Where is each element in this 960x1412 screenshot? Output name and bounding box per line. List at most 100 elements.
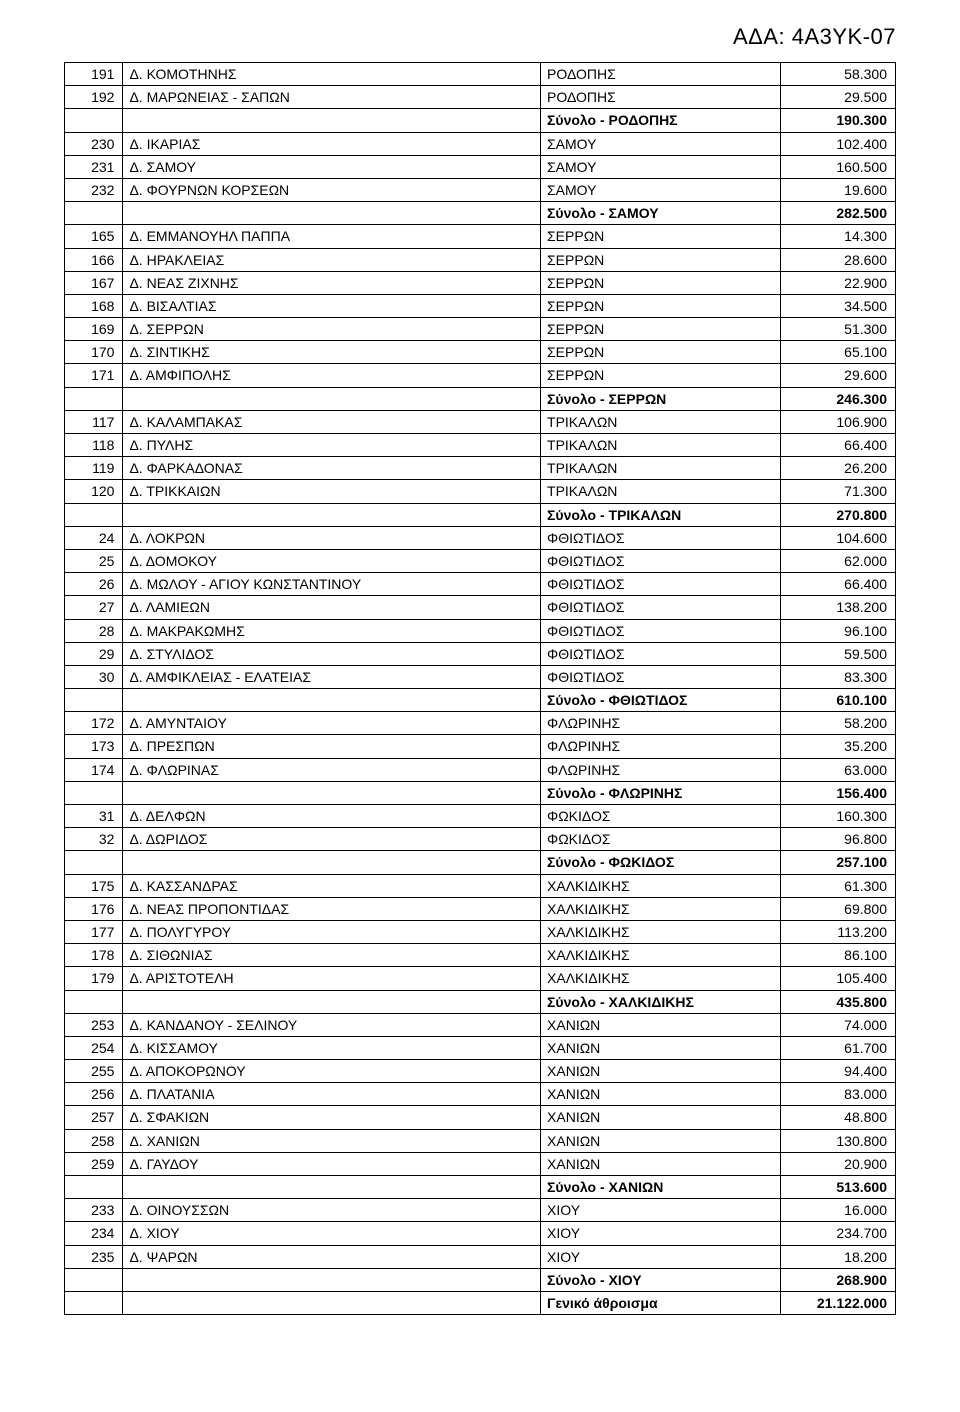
row-name: Δ. ΣΙΘΩΝΙΑΣ xyxy=(123,944,541,967)
table-row: 173Δ. ΠΡΕΣΠΩΝΦΛΩΡΙΝΗΣ35.200 xyxy=(65,735,896,758)
row-name: Δ. ΔΕΛΦΩΝ xyxy=(123,805,541,828)
row-region: ΤΡΙΚΑΛΩΝ xyxy=(541,457,781,480)
row-region: ΧΑΝΙΩΝ xyxy=(541,1013,781,1036)
row-number: 173 xyxy=(65,735,123,758)
row-region: ΧΑΛΚΙΔΙΚΗΣ xyxy=(541,897,781,920)
page: ΑΔΑ: 4Α3ΥΚ-07 191Δ. ΚΟΜΟΤΗΝΗΣΡΟΔΟΠΗΣ58.3… xyxy=(0,0,960,1363)
row-region: ΤΡΙΚΑΛΩΝ xyxy=(541,410,781,433)
row-number: 27 xyxy=(65,596,123,619)
row-number: 177 xyxy=(65,920,123,943)
row-region: ΧΑΝΙΩΝ xyxy=(541,1083,781,1106)
row-number xyxy=(65,503,123,526)
row-number: 172 xyxy=(65,712,123,735)
row-value: 35.200 xyxy=(781,735,896,758)
row-region: ΧΙΟΥ xyxy=(541,1245,781,1268)
table-row: Σύνολο - ΦΛΩΡΙΝΗΣ156.400 xyxy=(65,781,896,804)
row-value: 105.400 xyxy=(781,967,896,990)
row-number xyxy=(65,202,123,225)
table-row: 118Δ. ΠΥΛΗΣΤΡΙΚΑΛΩΝ66.400 xyxy=(65,434,896,457)
row-name: Δ. ΑΡΙΣΤΟΤΕΛΗ xyxy=(123,967,541,990)
row-region: ΧΑΛΚΙΔΙΚΗΣ xyxy=(541,967,781,990)
table-row: 28Δ. ΜΑΚΡΑΚΩΜΗΣΦΘΙΩΤΙΔΟΣ96.100 xyxy=(65,619,896,642)
row-value: 69.800 xyxy=(781,897,896,920)
row-region: Γενικό άθροισμα xyxy=(541,1291,781,1314)
row-number: 234 xyxy=(65,1222,123,1245)
row-name: Δ. ΧΙΟΥ xyxy=(123,1222,541,1245)
table-row: 178Δ. ΣΙΘΩΝΙΑΣΧΑΛΚΙΔΙΚΗΣ86.100 xyxy=(65,944,896,967)
row-value: 51.300 xyxy=(781,318,896,341)
row-region: Σύνολο - ΡΟΔΟΠΗΣ xyxy=(541,109,781,132)
row-name xyxy=(123,1268,541,1291)
row-number: 235 xyxy=(65,1245,123,1268)
table-row: 24Δ. ΛΟΚΡΩΝΦΘΙΩΤΙΔΟΣ104.600 xyxy=(65,526,896,549)
table-row: 191Δ. ΚΟΜΟΤΗΝΗΣΡΟΔΟΠΗΣ58.300 xyxy=(65,63,896,86)
row-region: ΣΑΜΟΥ xyxy=(541,155,781,178)
row-value: 58.300 xyxy=(781,63,896,86)
row-value: 86.100 xyxy=(781,944,896,967)
row-name xyxy=(123,387,541,410)
row-number xyxy=(65,1291,123,1314)
row-value: 96.100 xyxy=(781,619,896,642)
row-region: Σύνολο - ΧΑΝΙΩΝ xyxy=(541,1176,781,1199)
table-row: 166Δ. ΗΡΑΚΛΕΙΑΣΣΕΡΡΩΝ28.600 xyxy=(65,248,896,271)
row-name: Δ. ΜΑΚΡΑΚΩΜΗΣ xyxy=(123,619,541,642)
row-region: ΦΛΩΡΙΝΗΣ xyxy=(541,712,781,735)
row-value: 270.800 xyxy=(781,503,896,526)
row-name: Δ. ΜΩΛΟΥ - ΑΓΙΟΥ ΚΩΝΣΤΑΝΤΙΝΟΥ xyxy=(123,573,541,596)
row-region: ΦΘΙΩΤΙΔΟΣ xyxy=(541,526,781,549)
table-row: 177Δ. ΠΟΛΥΓΥΡΟΥΧΑΛΚΙΔΙΚΗΣ113.200 xyxy=(65,920,896,943)
row-name: Δ. ΚΑΣΣΑΝΔΡΑΣ xyxy=(123,874,541,897)
row-value: 257.100 xyxy=(781,851,896,874)
row-number: 32 xyxy=(65,828,123,851)
row-name xyxy=(123,503,541,526)
row-name: Δ. ΝΕΑΣ ΖΙΧΝΗΣ xyxy=(123,271,541,294)
row-number: 30 xyxy=(65,665,123,688)
table-row: 120Δ. ΤΡΙΚΚΑΙΩΝΤΡΙΚΑΛΩΝ71.300 xyxy=(65,480,896,503)
table-row: 31Δ. ΔΕΛΦΩΝΦΩΚΙΔΟΣ160.300 xyxy=(65,805,896,828)
table-row: 254Δ. ΚΙΣΣΑΜΟΥΧΑΝΙΩΝ61.700 xyxy=(65,1036,896,1059)
row-number: 258 xyxy=(65,1129,123,1152)
row-value: 58.200 xyxy=(781,712,896,735)
table-row: Γενικό άθροισμα21.122.000 xyxy=(65,1291,896,1314)
row-region: ΦΘΙΩΤΙΔΟΣ xyxy=(541,549,781,572)
table-row: 32Δ. ΔΩΡΙΔΟΣΦΩΚΙΔΟΣ96.800 xyxy=(65,828,896,851)
row-number: 174 xyxy=(65,758,123,781)
row-region: Σύνολο - ΦΘΙΩΤΙΔΟΣ xyxy=(541,689,781,712)
table-row: 230Δ. ΙΚΑΡΙΑΣΣΑΜΟΥ102.400 xyxy=(65,132,896,155)
row-name xyxy=(123,202,541,225)
table-row: 174Δ. ΦΛΩΡΙΝΑΣΦΛΩΡΙΝΗΣ63.000 xyxy=(65,758,896,781)
row-region: Σύνολο - ΣΕΡΡΩΝ xyxy=(541,387,781,410)
table-row: 231Δ. ΣΑΜΟΥΣΑΜΟΥ160.500 xyxy=(65,155,896,178)
row-region: ΧΑΝΙΩΝ xyxy=(541,1152,781,1175)
row-name: Δ. ΚΑΛΑΜΠΑΚΑΣ xyxy=(123,410,541,433)
row-region: ΦΘΙΩΤΙΔΟΣ xyxy=(541,596,781,619)
row-number: 119 xyxy=(65,457,123,480)
row-region: Σύνολο - ΦΛΩΡΙΝΗΣ xyxy=(541,781,781,804)
row-value: 234.700 xyxy=(781,1222,896,1245)
row-name: Δ. ΤΡΙΚΚΑΙΩΝ xyxy=(123,480,541,503)
row-number: 31 xyxy=(65,805,123,828)
row-value: 83.000 xyxy=(781,1083,896,1106)
row-value: 18.200 xyxy=(781,1245,896,1268)
row-region: ΣΕΡΡΩΝ xyxy=(541,318,781,341)
row-value: 59.500 xyxy=(781,642,896,665)
table-row: 27Δ. ΛΑΜΙΕΩΝΦΘΙΩΤΙΔΟΣ138.200 xyxy=(65,596,896,619)
row-value: 83.300 xyxy=(781,665,896,688)
row-value: 435.800 xyxy=(781,990,896,1013)
table-row: Σύνολο - ΧΑΛΚΙΔΙΚΗΣ435.800 xyxy=(65,990,896,1013)
row-name: Δ. ΔΟΜΟΚΟΥ xyxy=(123,549,541,572)
row-name xyxy=(123,851,541,874)
table-row: 171Δ. ΑΜΦΙΠΟΛΗΣΣΕΡΡΩΝ29.600 xyxy=(65,364,896,387)
row-region: ΦΘΙΩΤΙΔΟΣ xyxy=(541,573,781,596)
row-value: 28.600 xyxy=(781,248,896,271)
table-row: 255Δ. ΑΠΟΚΟΡΩΝΟΥΧΑΝΙΩΝ94.400 xyxy=(65,1060,896,1083)
row-number: 165 xyxy=(65,225,123,248)
row-value: 62.000 xyxy=(781,549,896,572)
row-value: 96.800 xyxy=(781,828,896,851)
row-number: 191 xyxy=(65,63,123,86)
row-region: ΦΘΙΩΤΙΔΟΣ xyxy=(541,642,781,665)
row-value: 106.900 xyxy=(781,410,896,433)
table-row: 179Δ. ΑΡΙΣΤΟΤΕΛΗΧΑΛΚΙΔΙΚΗΣ105.400 xyxy=(65,967,896,990)
row-region: Σύνολο - ΤΡΙΚΑΛΩΝ xyxy=(541,503,781,526)
row-value: 513.600 xyxy=(781,1176,896,1199)
